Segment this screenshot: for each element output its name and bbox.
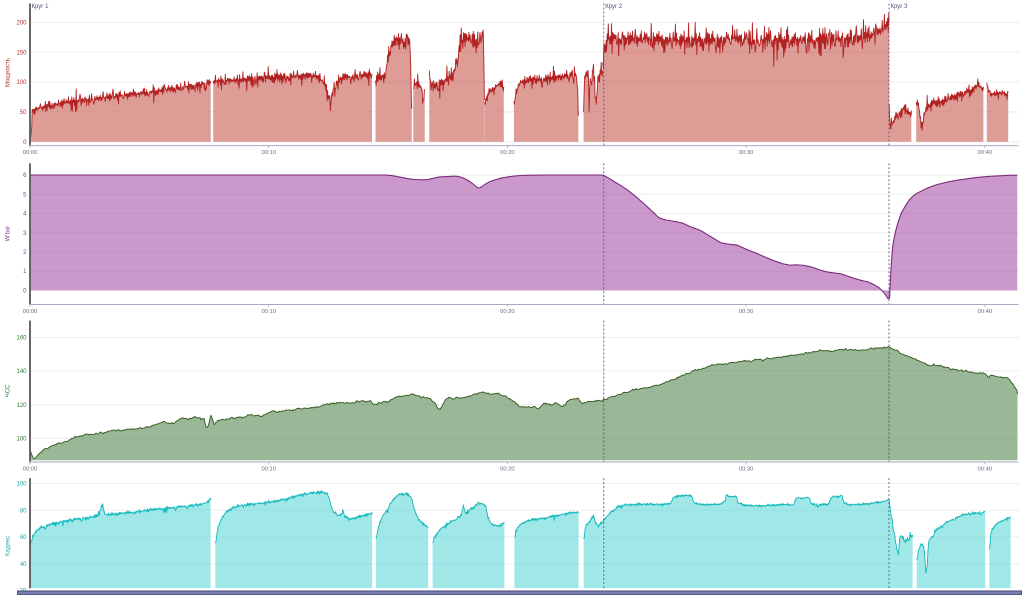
svg-text:Круг 3: Круг 3 [891, 4, 909, 10]
svg-text:40: 40 [20, 562, 27, 568]
svg-text:140: 140 [16, 369, 27, 375]
svg-text:Круг 2: Круг 2 [605, 4, 623, 10]
svg-text:6: 6 [23, 173, 27, 179]
svg-text:00:30: 00:30 [739, 467, 754, 473]
svg-text:2: 2 [23, 250, 27, 256]
svg-text:00:30: 00:30 [739, 309, 754, 315]
svg-text:0: 0 [23, 289, 27, 295]
svg-text:200: 200 [16, 21, 27, 27]
svg-text:00:00: 00:00 [23, 150, 38, 156]
svg-text:80: 80 [20, 508, 27, 514]
svg-text:00:10: 00:10 [261, 467, 276, 473]
svg-text:60: 60 [20, 535, 27, 541]
svg-text:00:30: 00:30 [739, 150, 754, 156]
svg-text:00:10: 00:10 [261, 150, 276, 156]
svg-text:100: 100 [16, 80, 27, 86]
svg-text:00:40: 00:40 [978, 150, 993, 156]
svg-text:00:40: 00:40 [978, 309, 993, 315]
svg-text:0: 0 [23, 140, 27, 146]
svg-text:Круг 1: Круг 1 [32, 4, 50, 10]
svg-text:5: 5 [23, 192, 27, 198]
svg-text:00:20: 00:20 [500, 467, 515, 473]
svg-text:W’bal: W’bal [6, 226, 12, 241]
svg-text:00:10: 00:10 [261, 309, 276, 315]
svg-text:00:40: 00:40 [978, 467, 993, 473]
svg-text:Мощность: Мощность [6, 58, 12, 87]
svg-text:100: 100 [16, 436, 27, 442]
svg-text:00:00: 00:00 [23, 309, 38, 315]
svg-text:3: 3 [23, 231, 27, 237]
svg-text:00:00: 00:00 [23, 467, 38, 473]
svg-text:4: 4 [23, 212, 27, 218]
svg-text:150: 150 [16, 50, 27, 56]
svg-text:160: 160 [16, 336, 27, 342]
svg-text:1: 1 [23, 269, 27, 275]
svg-text:00:20: 00:20 [500, 150, 515, 156]
svg-text:ЧСС: ЧСС [6, 384, 12, 397]
svg-text:Каденс: Каденс [6, 536, 12, 556]
svg-text:00:20: 00:20 [500, 309, 515, 315]
svg-text:120: 120 [16, 403, 27, 409]
svg-text:100: 100 [16, 482, 27, 488]
svg-text:50: 50 [20, 110, 27, 116]
